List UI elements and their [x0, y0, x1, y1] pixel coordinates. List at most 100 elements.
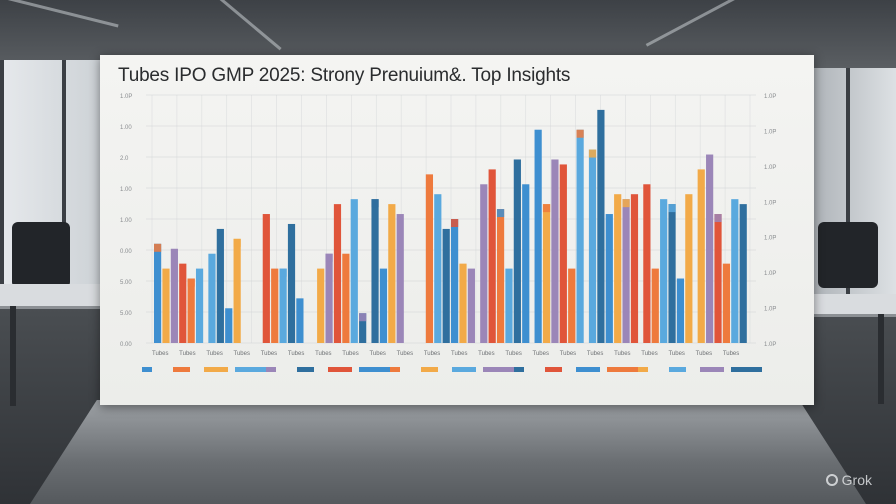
bar-cap — [576, 129, 584, 138]
bar — [542, 204, 551, 343]
bar — [496, 209, 505, 343]
bar — [576, 129, 584, 343]
legend-swatch — [328, 367, 352, 372]
x-tick-label: Tubes — [668, 351, 684, 357]
x-tick-label: Tubes — [315, 351, 331, 357]
x-tick-label: Tubes — [723, 351, 739, 357]
bar — [379, 268, 388, 343]
x-tick-label: Tubes — [369, 351, 385, 357]
x-tick-label: Tubes — [533, 351, 549, 357]
conference-table — [30, 400, 866, 504]
bar — [170, 248, 178, 343]
window-frame — [0, 60, 4, 300]
bar — [459, 263, 467, 343]
bar — [333, 204, 342, 343]
bar-cap — [279, 268, 287, 277]
y-tick-label-left: 1.0P — [120, 94, 132, 100]
window-frame — [846, 68, 850, 298]
legend-swatch — [483, 367, 514, 372]
legend-swatch — [266, 367, 276, 372]
bar — [651, 268, 659, 343]
x-tick-label: Tubes — [261, 351, 277, 357]
y-tick-label-left: 2.0 — [120, 156, 129, 162]
bar-cap — [714, 214, 722, 223]
desk — [0, 284, 100, 309]
bar — [668, 204, 676, 343]
bar-cap — [187, 278, 195, 287]
bar — [559, 164, 567, 343]
bar — [208, 253, 216, 343]
x-tick-label: Tubes — [342, 351, 358, 357]
bar-cap — [154, 243, 162, 252]
bar-cap — [371, 199, 379, 208]
bar — [513, 159, 521, 343]
bar — [522, 184, 530, 343]
bar — [262, 214, 270, 343]
bar — [467, 268, 475, 343]
x-tick-label: Tubes — [478, 351, 494, 357]
chart-board: 1.0P 1.00 2.0 1.00 1.00 0.00 5.00 5.00 0.00 1.0P 1… — [100, 55, 814, 405]
bar — [388, 204, 396, 343]
x-tick-label: Tubes — [614, 351, 630, 357]
y-tick-label-right: 1.0P — [764, 342, 776, 348]
watermark-label: Grok — [841, 472, 872, 488]
bar — [676, 278, 685, 343]
bar — [287, 223, 296, 343]
bar-cap — [588, 149, 597, 158]
legend-swatch — [142, 367, 152, 372]
bar-cap — [325, 253, 333, 262]
watermark: Grok — [825, 472, 872, 488]
bar-cap — [622, 199, 630, 208]
y-tick-label-left: 0.00 — [120, 342, 132, 348]
bar — [371, 199, 379, 343]
y-tick-label-right: 1.0P — [764, 236, 776, 242]
office-chair — [818, 222, 878, 288]
bar — [396, 214, 404, 343]
y-tick-label-right: 1.0P — [764, 200, 776, 206]
bar — [359, 313, 367, 343]
x-tick-label: Tubes — [206, 351, 222, 357]
bar — [534, 129, 542, 343]
legend-swatch — [576, 367, 600, 372]
bar — [568, 268, 576, 343]
chart-title: Tubes IPO GMP 2025: Strony Prenuium&. To… — [118, 65, 571, 86]
bar — [488, 169, 496, 343]
bar-cap — [451, 219, 459, 227]
bar — [630, 194, 639, 343]
legend-swatch — [297, 367, 314, 372]
bar-cap — [233, 238, 241, 247]
bar — [685, 194, 693, 343]
legend-swatch — [235, 367, 266, 372]
bar — [551, 159, 559, 343]
y-tick-label-right: 1.0P — [764, 307, 776, 313]
x-tick-label: Tubes — [424, 351, 440, 357]
bar — [233, 238, 241, 343]
legend-swatch — [390, 367, 400, 372]
bar — [225, 308, 233, 343]
bar-cap — [359, 313, 367, 322]
bar — [739, 204, 747, 343]
bar — [442, 228, 450, 343]
legend-swatch — [700, 367, 724, 372]
grok-logo-icon — [825, 474, 838, 486]
bar — [588, 149, 597, 343]
legend-swatch — [731, 367, 762, 372]
legend-swatch — [204, 367, 228, 372]
x-tick-label: Tubes — [288, 351, 304, 357]
office-chair — [12, 222, 70, 288]
y-tick-label-left: 5.00 — [120, 311, 132, 317]
legend-swatch — [421, 367, 438, 372]
y-tick-label-right: 1.0P — [764, 271, 776, 277]
legend-swatch — [359, 367, 390, 372]
y-tick-label-right: 1.0P — [764, 94, 776, 100]
bar — [722, 263, 731, 343]
bar — [622, 199, 630, 343]
bar — [714, 214, 722, 343]
bar — [505, 268, 513, 343]
desk-leg — [878, 314, 884, 404]
bar — [605, 214, 613, 343]
bar — [296, 298, 304, 343]
x-tick-label: Tubes — [641, 351, 657, 357]
y-tick-label-left: 1.00 — [120, 187, 132, 193]
bar-cap — [496, 209, 505, 218]
